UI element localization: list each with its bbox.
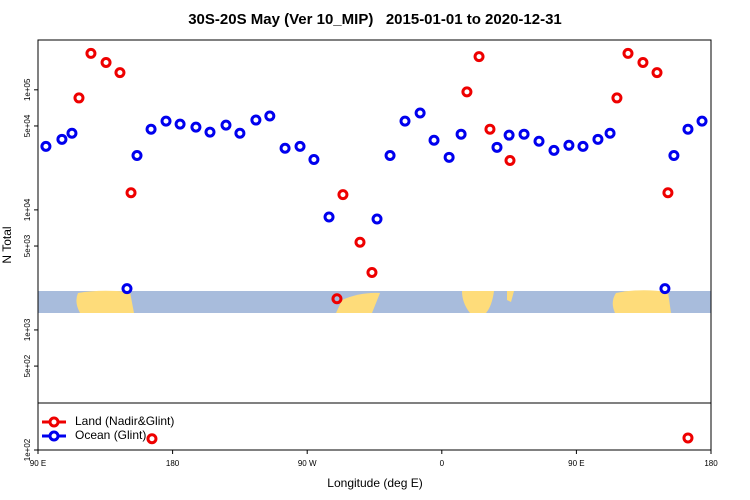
x-tick-label: 0 bbox=[440, 459, 445, 468]
point bbox=[100, 56, 112, 68]
point bbox=[399, 115, 411, 127]
land-shape bbox=[76, 290, 134, 313]
point bbox=[73, 92, 85, 104]
point bbox=[533, 135, 545, 147]
y-tick-label: 1e+03 bbox=[23, 318, 32, 341]
point bbox=[604, 127, 616, 139]
point bbox=[204, 126, 216, 138]
point bbox=[518, 128, 530, 140]
legend-label: Land (Nadir&Glint) bbox=[75, 414, 174, 428]
point bbox=[384, 149, 396, 161]
y-tick-label: 5e+03 bbox=[23, 234, 32, 257]
legend-label: Ocean (Glint) bbox=[75, 428, 146, 442]
point bbox=[592, 133, 604, 145]
land-shape bbox=[507, 291, 514, 302]
x-tick-label: 180 bbox=[166, 459, 180, 468]
point bbox=[563, 139, 575, 151]
point bbox=[294, 140, 306, 152]
point bbox=[323, 211, 335, 223]
map-strip bbox=[38, 290, 711, 313]
point bbox=[331, 293, 343, 305]
point bbox=[577, 140, 589, 152]
point bbox=[337, 189, 349, 201]
legend-box bbox=[37, 402, 712, 451]
point bbox=[682, 123, 694, 135]
land-shape bbox=[462, 291, 494, 313]
legend-marker bbox=[48, 430, 60, 442]
point bbox=[696, 115, 708, 127]
x-tick-label: 180 bbox=[704, 459, 718, 468]
point bbox=[443, 151, 455, 163]
point bbox=[682, 432, 694, 444]
point bbox=[651, 67, 663, 79]
y-axis-label: N Total bbox=[0, 226, 14, 263]
x-tick-label: 90 E bbox=[30, 459, 46, 468]
point bbox=[114, 67, 126, 79]
plot-frame bbox=[37, 39, 712, 451]
point bbox=[56, 133, 68, 145]
point bbox=[160, 115, 172, 127]
point bbox=[146, 433, 158, 445]
point bbox=[279, 142, 291, 154]
x-tick-label: 90 W bbox=[298, 459, 317, 468]
point bbox=[121, 283, 133, 295]
y-tick-label: 5e+02 bbox=[23, 354, 32, 377]
point bbox=[668, 149, 680, 161]
point bbox=[190, 121, 202, 133]
point bbox=[145, 123, 157, 135]
x-tick-label: 90 E bbox=[568, 459, 584, 468]
point bbox=[659, 283, 671, 295]
point bbox=[85, 47, 97, 59]
y-tick-label: 1e+05 bbox=[23, 78, 32, 101]
point bbox=[234, 127, 246, 139]
y-tick-label: 1e+02 bbox=[23, 438, 32, 461]
point bbox=[461, 86, 473, 98]
point bbox=[455, 128, 467, 140]
point bbox=[66, 127, 78, 139]
point bbox=[503, 129, 515, 141]
point bbox=[548, 144, 560, 156]
point bbox=[637, 56, 649, 68]
point bbox=[308, 153, 320, 165]
point bbox=[40, 140, 52, 152]
point bbox=[611, 92, 623, 104]
land-shape bbox=[612, 290, 671, 313]
chart-title: 30S-20S May (Ver 10_MIP) 2015-01-01 to 2… bbox=[188, 11, 562, 28]
point bbox=[428, 134, 440, 146]
point bbox=[264, 110, 276, 122]
point bbox=[504, 154, 516, 166]
legend-marker bbox=[48, 416, 60, 428]
land-shape bbox=[336, 292, 380, 313]
x-axis-label: Longitude (deg E) bbox=[327, 476, 422, 490]
point bbox=[622, 47, 634, 59]
point bbox=[484, 123, 496, 135]
point bbox=[371, 213, 383, 225]
point bbox=[473, 51, 485, 63]
point bbox=[250, 114, 262, 126]
point bbox=[662, 187, 674, 199]
point bbox=[414, 107, 426, 119]
y-tick-label: 1e+04 bbox=[23, 198, 32, 221]
point bbox=[174, 118, 186, 130]
point bbox=[220, 119, 232, 131]
y-tick-label: 5e+04 bbox=[23, 114, 32, 137]
point bbox=[131, 149, 143, 161]
point bbox=[354, 236, 366, 248]
point bbox=[491, 141, 503, 153]
point bbox=[366, 266, 378, 278]
point bbox=[125, 187, 137, 199]
